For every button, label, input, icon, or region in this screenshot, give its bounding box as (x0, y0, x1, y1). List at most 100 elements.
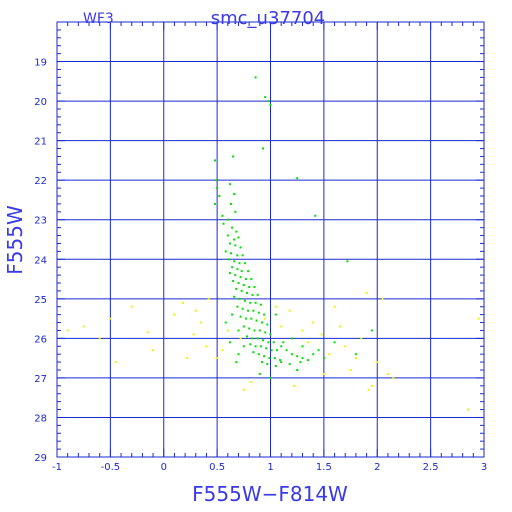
data-point (234, 274, 237, 277)
data-point (367, 388, 370, 391)
data-point (232, 155, 235, 158)
data-point (244, 278, 247, 280)
data-point (239, 315, 242, 318)
data-point (239, 246, 242, 249)
data-point (290, 353, 293, 356)
data-point (231, 313, 234, 316)
chart-title: smc_u37704 (211, 8, 325, 29)
data-point (360, 337, 363, 340)
y-tick-label: 26 (34, 334, 47, 345)
axis-ticks (56, 21, 485, 458)
y-tick-label: 28 (34, 413, 47, 424)
data-point (320, 333, 323, 336)
data-point (259, 345, 262, 348)
data-point (269, 104, 272, 106)
data-point (249, 343, 252, 346)
data-point (247, 270, 250, 273)
data-point (235, 230, 238, 233)
data-point (216, 357, 219, 360)
data-point (224, 250, 227, 253)
data-point (312, 321, 315, 324)
data-point (296, 177, 299, 180)
y-axis-title: F555W (3, 205, 27, 275)
data-point (233, 238, 236, 241)
data-point (253, 286, 256, 288)
data-point (365, 291, 368, 294)
data-point (264, 331, 267, 334)
data-point (280, 345, 283, 348)
data-point (248, 327, 251, 330)
data-point (232, 280, 235, 282)
data-point (257, 311, 260, 314)
data-point (230, 202, 232, 205)
data-point (272, 341, 275, 344)
y-tick-labels: 19 20 21 22 23 24 25 26 27 28 29 (34, 58, 47, 464)
data-point (267, 100, 270, 103)
data-point (192, 333, 195, 336)
y-tick-label: 27 (34, 374, 47, 385)
data-point (239, 276, 242, 279)
y-tick-label: 19 (34, 58, 47, 69)
data-point (242, 345, 245, 348)
data-point (250, 317, 253, 320)
data-point (256, 293, 259, 296)
data-point (265, 347, 268, 350)
data-point (230, 252, 232, 255)
data-point (253, 329, 256, 332)
data-point (262, 147, 264, 150)
data-point (236, 305, 239, 308)
data-point (237, 329, 240, 332)
data-point (200, 321, 203, 324)
y-tick-label: 25 (34, 295, 47, 306)
data-point (282, 341, 285, 344)
y-tick-label: 29 (34, 453, 47, 464)
data-point (234, 244, 237, 247)
y-tick-label: 23 (34, 216, 47, 227)
data-point (269, 376, 272, 379)
data-point (333, 341, 336, 344)
data-point (290, 337, 293, 340)
data-point (254, 76, 257, 79)
data-point (173, 313, 176, 316)
data-point (255, 319, 258, 322)
x-tick-label: -0.5 (101, 462, 121, 473)
data-point (288, 309, 291, 312)
data-point (234, 210, 237, 213)
data-point (346, 260, 349, 263)
x-tick-label: 0 (161, 462, 167, 473)
data-point (130, 305, 133, 308)
x-axis-title: F555W−F814W (192, 482, 348, 506)
data-point (251, 293, 254, 296)
data-point (467, 408, 469, 411)
data-point (258, 329, 261, 332)
data-point (279, 359, 282, 362)
data-point (248, 286, 251, 288)
data-point (231, 226, 234, 229)
data-point (221, 214, 224, 217)
x-tick-label: 0.5 (209, 462, 225, 473)
y-tick-label: 21 (34, 137, 47, 148)
data-point (344, 345, 347, 348)
data-point (270, 349, 273, 352)
data-point (274, 313, 277, 316)
data-point (328, 353, 331, 356)
data-point (268, 357, 271, 360)
data-point (285, 349, 288, 352)
data-point (233, 295, 236, 298)
data-point (266, 323, 269, 326)
grid-lines (57, 22, 484, 457)
y-tick-label: 22 (34, 176, 47, 187)
data-point (370, 329, 373, 332)
data-point (237, 282, 240, 284)
data-point (238, 297, 241, 300)
data-point (241, 307, 244, 310)
y-tick-label: 24 (34, 255, 47, 266)
data-point (233, 193, 236, 195)
data-point (114, 361, 117, 364)
data-point (66, 329, 69, 332)
data-point (182, 301, 184, 304)
data-point (333, 305, 336, 308)
data-point (273, 357, 276, 360)
data-point (226, 329, 229, 332)
data-point (301, 357, 304, 360)
